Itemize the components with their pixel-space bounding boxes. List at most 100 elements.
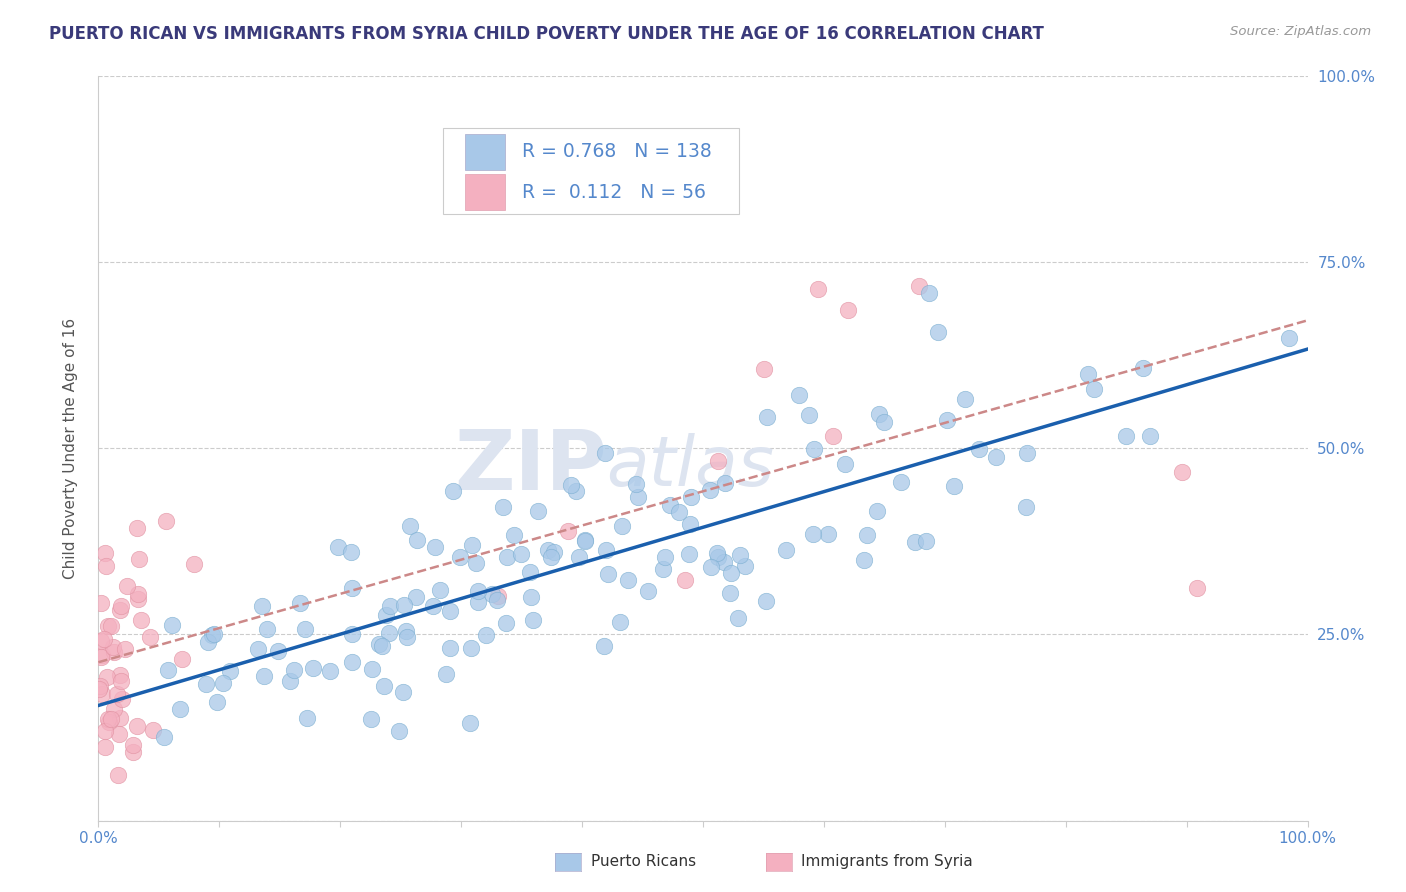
Point <box>91 687 114 701</box>
Point <box>681 490 703 504</box>
Point <box>574 534 596 549</box>
Point <box>100 712 122 726</box>
Point <box>700 560 723 574</box>
Point <box>103 645 125 659</box>
Point <box>465 556 488 570</box>
Point <box>110 668 132 682</box>
Text: PUERTO RICAN VS IMMIGRANTS FROM SYRIA CHILD POVERTY UNDER THE AGE OF 16 CORRELAT: PUERTO RICAN VS IMMIGRANTS FROM SYRIA CH… <box>49 25 1045 43</box>
FancyBboxPatch shape <box>443 128 740 213</box>
Point <box>651 562 673 576</box>
Point <box>1015 500 1038 514</box>
Point <box>290 597 312 611</box>
Point <box>169 702 191 716</box>
Point <box>775 542 797 557</box>
Point <box>326 540 349 554</box>
Point <box>486 593 509 607</box>
Point <box>360 712 382 726</box>
Point <box>481 587 503 601</box>
Point <box>340 627 363 641</box>
Point <box>520 590 543 604</box>
Point <box>91 648 114 663</box>
Point <box>201 627 224 641</box>
Point <box>936 413 959 427</box>
Point <box>89 681 111 696</box>
Point <box>93 632 115 647</box>
Point <box>540 550 562 565</box>
Point <box>439 640 461 655</box>
Point <box>707 454 730 468</box>
Point <box>125 521 148 535</box>
Point <box>127 591 149 606</box>
Point <box>110 673 132 688</box>
Point <box>94 723 117 738</box>
Point <box>801 526 824 541</box>
Point <box>103 640 125 654</box>
Point <box>295 711 318 725</box>
Point <box>557 524 579 538</box>
Text: ZIP: ZIP <box>454 426 606 508</box>
Point <box>129 613 152 627</box>
Point <box>127 587 149 601</box>
Point <box>197 635 219 649</box>
Point <box>730 549 752 563</box>
Point <box>283 663 305 677</box>
Point <box>837 302 859 317</box>
Point <box>718 586 741 600</box>
Point <box>654 549 676 564</box>
Point <box>953 392 976 406</box>
Point <box>110 691 132 706</box>
Point <box>509 547 531 561</box>
Text: Puerto Ricans: Puerto Ricans <box>591 855 696 869</box>
Point <box>127 719 149 733</box>
Point <box>105 687 128 701</box>
Point <box>567 550 589 565</box>
Point <box>609 615 631 630</box>
Point <box>537 542 560 557</box>
Point <box>942 479 965 493</box>
Point <box>377 625 399 640</box>
Point <box>460 641 482 656</box>
Point <box>294 622 316 636</box>
Point <box>439 604 461 618</box>
Point <box>183 557 205 571</box>
Point <box>94 558 117 573</box>
Point <box>593 639 616 653</box>
Point <box>492 500 515 514</box>
Point <box>436 666 458 681</box>
Point <box>422 599 444 614</box>
Point <box>89 679 111 693</box>
Point <box>1278 331 1301 345</box>
Point <box>890 475 912 489</box>
Point <box>927 325 949 339</box>
Point <box>368 637 391 651</box>
Point <box>755 410 778 425</box>
Point <box>246 642 269 657</box>
Point <box>526 504 548 518</box>
Point <box>107 768 129 782</box>
Point <box>904 535 927 549</box>
Point <box>969 442 991 456</box>
Point <box>714 475 737 490</box>
Point <box>250 599 273 614</box>
Point <box>868 408 890 422</box>
Point <box>380 599 402 613</box>
Point <box>340 581 363 595</box>
Point <box>90 633 112 648</box>
Point <box>373 679 395 693</box>
Point <box>486 589 509 603</box>
Point <box>425 540 447 554</box>
Point <box>853 553 876 567</box>
Text: R =  0.112   N = 56: R = 0.112 N = 56 <box>522 183 706 202</box>
Point <box>1115 428 1137 442</box>
FancyBboxPatch shape <box>465 174 505 211</box>
Point <box>1139 429 1161 443</box>
Point <box>405 591 427 605</box>
Point <box>1077 367 1099 381</box>
Point <box>574 533 596 547</box>
Point <box>207 695 229 709</box>
Point <box>394 598 416 612</box>
Point <box>90 596 112 610</box>
Point <box>593 446 616 460</box>
Point <box>97 619 120 633</box>
Text: R = 0.768   N = 138: R = 0.768 N = 138 <box>522 143 711 161</box>
